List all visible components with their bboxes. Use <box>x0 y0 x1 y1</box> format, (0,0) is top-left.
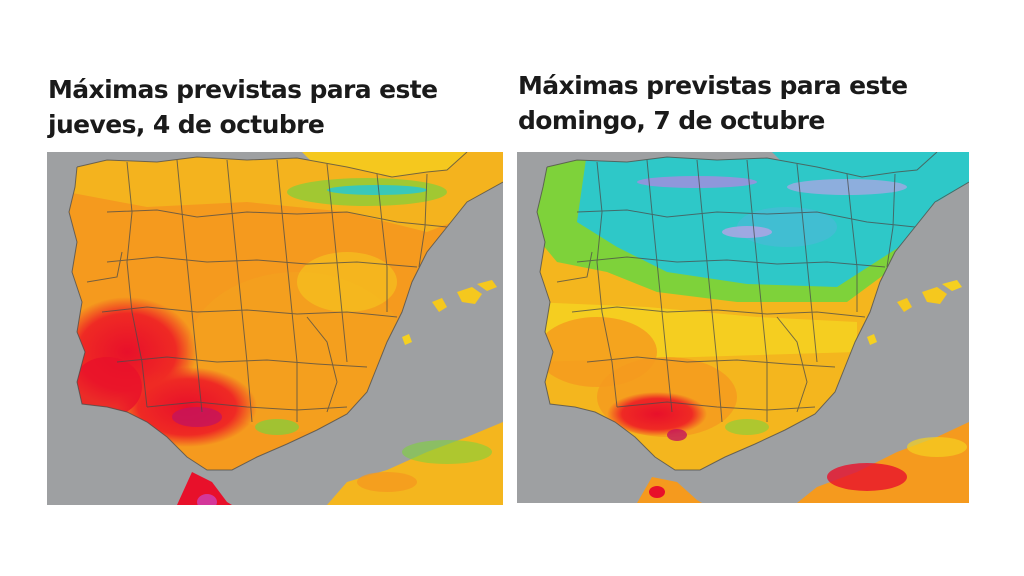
map-thursday-graphic <box>68 152 503 505</box>
africa-region <box>177 472 232 505</box>
forecast-title-sunday: Máximas previstas para este domingo, 7 d… <box>518 68 958 138</box>
title-line-2: domingo, 7 de octubre <box>518 106 825 135</box>
temperature-map-thursday <box>47 152 503 505</box>
title-line-1: Máximas previstas para este <box>48 75 438 104</box>
province-borders <box>536 152 969 471</box>
balearic-islands <box>922 287 947 304</box>
balearic-islands <box>457 287 482 304</box>
map-sunday-graphic <box>536 152 969 503</box>
province-borders <box>68 152 503 471</box>
temperature-map-sunday <box>517 152 969 503</box>
title-line-1: Máximas previstas para este <box>518 71 908 100</box>
africa-region <box>637 477 702 503</box>
title-line-2: jueves, 4 de octubre <box>48 110 325 139</box>
forecast-title-thursday: Máximas previstas para este jueves, 4 de… <box>48 72 468 142</box>
